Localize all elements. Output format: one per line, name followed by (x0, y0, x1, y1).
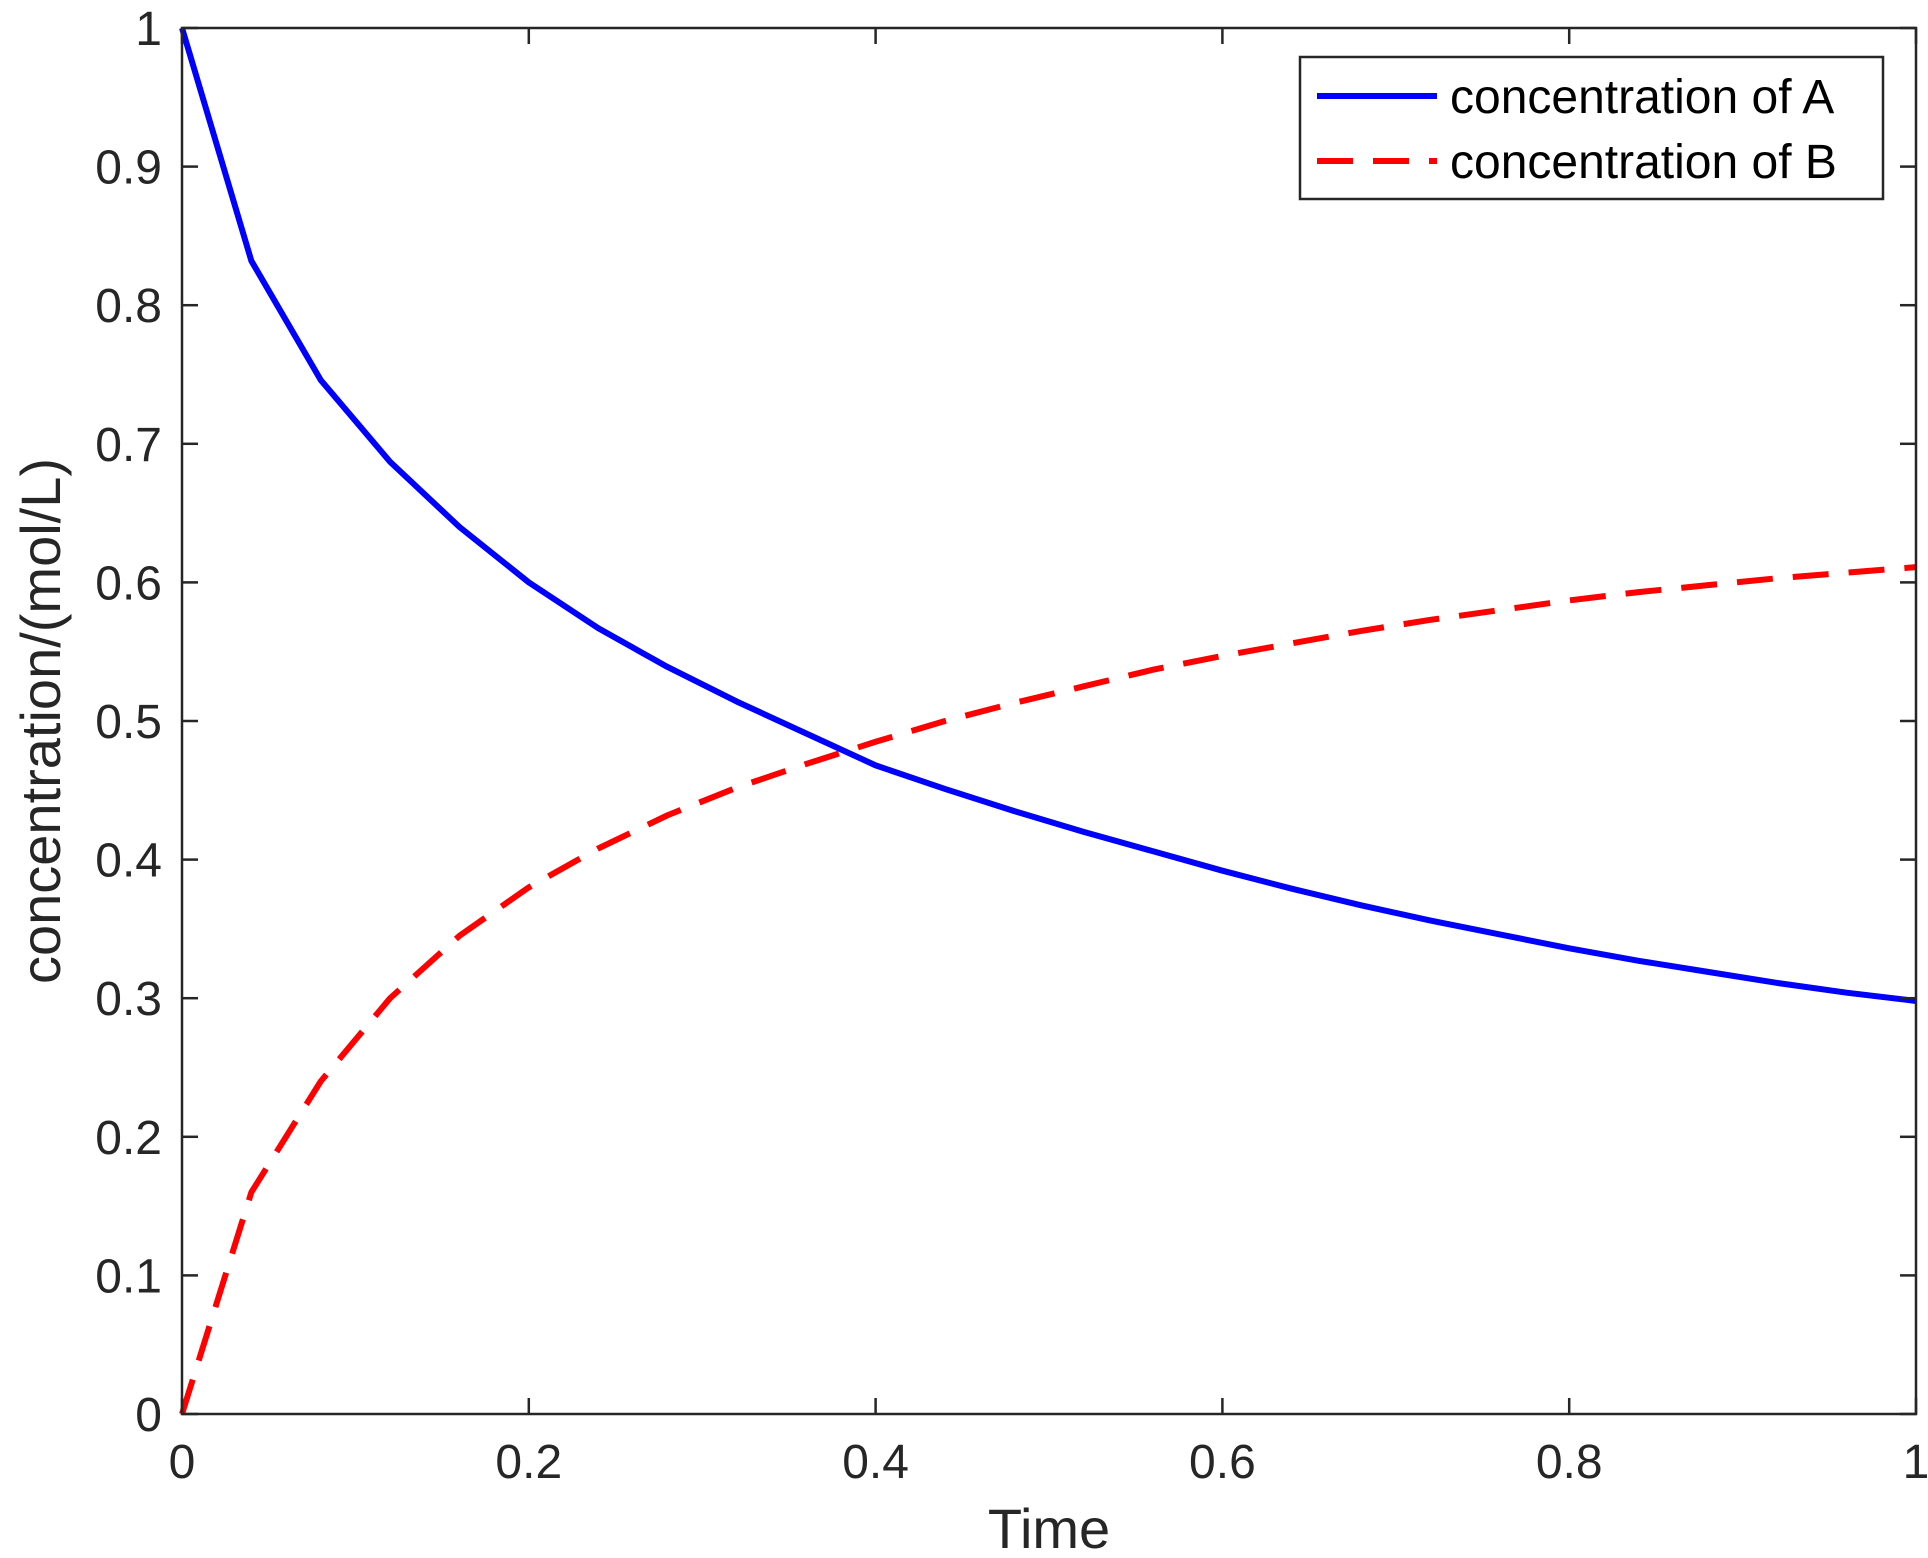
y-tick-label: 0.6 (95, 557, 162, 610)
y-tick-label: 0.4 (95, 835, 162, 888)
series-line-b (179, 564, 1917, 1415)
x-axis-title: Time (988, 1497, 1110, 1558)
x-tick-label: 0.8 (1536, 1436, 1603, 1489)
y-axis-title: concentration/(mol/L) (9, 458, 72, 984)
legend-label-a: concentration of A (1450, 71, 1834, 124)
y-tick-label: 0.3 (95, 973, 162, 1026)
x-tick-label: 0.4 (842, 1436, 909, 1489)
x-tick-label: 1 (1903, 1436, 1928, 1489)
y-tick-label: 0.9 (95, 142, 162, 195)
x-tick-label: 0.6 (1189, 1436, 1256, 1489)
y-tick-label: 0.2 (95, 1112, 162, 1165)
legend-label-b: concentration of B (1450, 136, 1837, 189)
tick-labels-layer: 0 0.2 0.4 0.6 0.8 1 0 0.1 0.2 0.3 0.4 0.5 0.6 0.7 0.8 0… (95, 3, 1928, 1489)
y-tick-label: 1 (135, 3, 162, 56)
series-layer (179, 27, 1917, 1415)
plot-area (182, 28, 1916, 1414)
y-tick-label: 0 (135, 1389, 162, 1442)
x-tick-label: 0 (169, 1436, 196, 1489)
y-tick-label: 0.7 (95, 419, 162, 472)
legend: concentration of A concentration of B (1298, 55, 1885, 201)
legend-box (1298, 55, 1885, 201)
x-tick-label: 0.2 (495, 1436, 562, 1489)
plot-frame (180, 26, 1918, 1416)
y-tick-label: 0.1 (95, 1250, 162, 1303)
series-line-a (179, 27, 1917, 1004)
y-tick-label: 0.5 (95, 696, 162, 749)
y-tick-label: 0.8 (95, 280, 162, 333)
